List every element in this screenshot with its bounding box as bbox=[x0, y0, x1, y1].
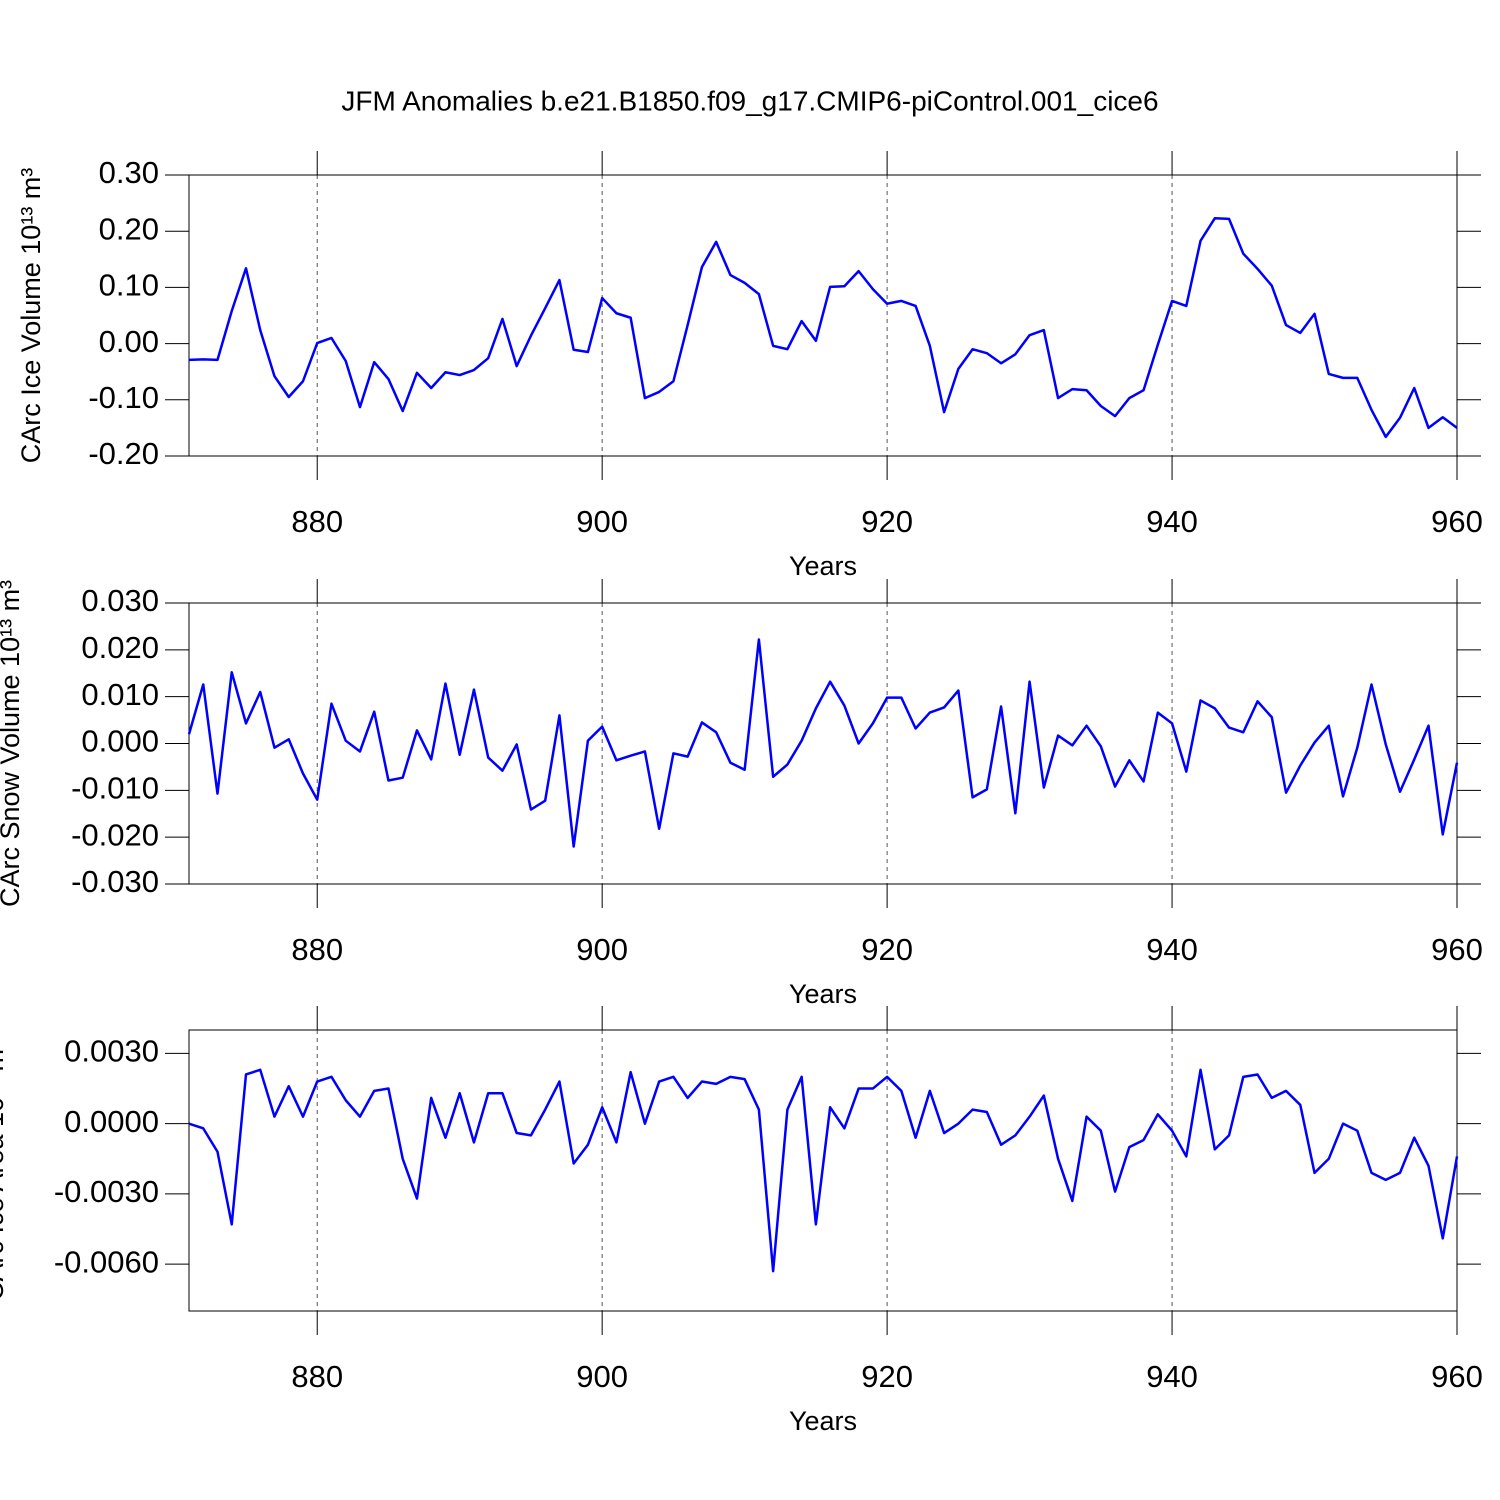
plot-frame bbox=[188, 602, 1458, 885]
y-tick-label: 0.010 bbox=[81, 677, 159, 712]
x-axis-label: Years bbox=[789, 551, 857, 581]
y-tick-label: -0.10 bbox=[88, 380, 159, 415]
x-tick-label: 920 bbox=[861, 932, 913, 967]
x-tick-label: 880 bbox=[291, 1359, 343, 1394]
x-axis-label: Years bbox=[789, 1406, 857, 1436]
data-line bbox=[188, 1068, 1459, 1273]
y-tick-label: 0.30 bbox=[99, 155, 159, 190]
data-line bbox=[188, 217, 1458, 439]
x-tick-label: 920 bbox=[861, 504, 913, 539]
x-tick-label: 960 bbox=[1431, 932, 1483, 967]
y-tick-label: -0.010 bbox=[71, 771, 159, 806]
x-tick-label: 920 bbox=[861, 1359, 913, 1394]
y-tick-label: -0.0060 bbox=[54, 1244, 159, 1279]
x-tick-label: 880 bbox=[291, 932, 343, 967]
y-tick-label: 0.030 bbox=[81, 583, 159, 618]
y-tick-label: -0.020 bbox=[71, 817, 159, 852]
x-tick-label: 940 bbox=[1146, 504, 1198, 539]
x-tick-label: 900 bbox=[576, 504, 628, 539]
y-tick-label: 0.020 bbox=[81, 630, 159, 665]
x-tick-label: 960 bbox=[1431, 1359, 1483, 1394]
y-tick-label: 0.0030 bbox=[64, 1034, 159, 1069]
y-tick-label: 0.00 bbox=[99, 324, 159, 359]
y-axis-label: CArc Ice Area 10¹³ m² bbox=[0, 1040, 9, 1301]
y-axis-label: CArc Snow Volume 10¹³ m³ bbox=[0, 580, 25, 907]
y-tick-label: -0.030 bbox=[71, 864, 159, 899]
y-tick-label: 0.000 bbox=[81, 724, 159, 759]
panel: 880 900 920 940 960 -0.0060 -0.0030 0.0000 0.003… bbox=[0, 1006, 1483, 1436]
y-tick-label: 0.10 bbox=[99, 268, 159, 303]
y-tick-label: -0.0030 bbox=[54, 1174, 159, 1209]
y-tick-label: -0.20 bbox=[88, 436, 159, 471]
y-tick-label: 0.20 bbox=[99, 211, 159, 246]
x-axis-label: Years bbox=[789, 979, 857, 1009]
data-line bbox=[187, 638, 1459, 848]
x-tick-label: 900 bbox=[576, 932, 628, 967]
plot-frame bbox=[188, 174, 1458, 457]
x-tick-label: 900 bbox=[576, 1359, 628, 1394]
y-axis-label: CArc Ice Volume 10¹³ m³ bbox=[16, 168, 46, 464]
plot-frame bbox=[188, 1029, 1458, 1312]
x-tick-label: 940 bbox=[1146, 932, 1198, 967]
x-tick-label: 940 bbox=[1146, 1359, 1198, 1394]
x-tick-label: 960 bbox=[1431, 504, 1483, 539]
panel: 880 900 920 940 960 -0.20 -0.10 0.00 0.10 0.20 0.3… bbox=[16, 151, 1483, 581]
figure-title: JFM Anomalies b.e21.B1850.f09_g17.CMIP6-… bbox=[341, 85, 1158, 116]
panel: 880 900 920 940 960 -0.030 -0.020 -0.010 0.000 0.… bbox=[0, 579, 1483, 1009]
x-tick-label: 880 bbox=[291, 504, 343, 539]
y-tick-label: 0.0000 bbox=[64, 1104, 159, 1139]
